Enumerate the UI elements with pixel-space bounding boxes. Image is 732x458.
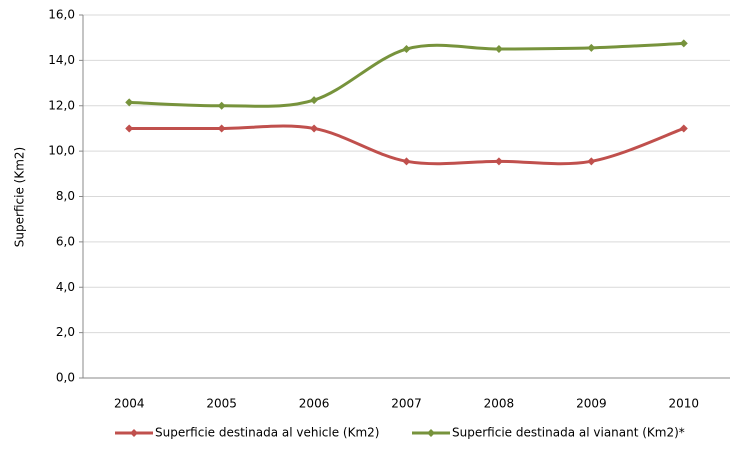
y-tick-label: 0,0 (56, 371, 75, 385)
point-marker (402, 157, 411, 166)
point-marker (679, 124, 688, 133)
point-marker (217, 124, 226, 133)
legend-marker (130, 429, 138, 437)
x-tick-label: 2007 (391, 397, 422, 411)
point-marker (402, 45, 411, 54)
y-axis-title: Superficie (Km2) (13, 147, 27, 247)
x-tick-label: 2005 (206, 397, 237, 411)
point-marker (310, 96, 319, 105)
y-tick-label: 12,0 (48, 98, 75, 112)
y-tick-label: 14,0 (48, 53, 75, 67)
point-marker (587, 43, 596, 52)
x-tick-label: 2006 (299, 397, 330, 411)
point-marker (217, 101, 226, 110)
x-tick-label: 2009 (576, 397, 607, 411)
y-tick-label: 6,0 (56, 234, 75, 248)
legend-label: Superficie destinada al vehicle (Km2) (155, 426, 380, 440)
point-marker (125, 124, 134, 133)
point-marker (587, 157, 596, 166)
y-tick-label: 10,0 (48, 144, 75, 158)
y-tick-label: 4,0 (56, 280, 75, 294)
legend-marker (427, 429, 435, 437)
y-tick-label: 16,0 (48, 8, 75, 22)
x-tick-label: 2004 (114, 397, 145, 411)
point-marker (494, 45, 503, 54)
x-tick-label: 2008 (484, 397, 515, 411)
y-tick-label: 2,0 (56, 325, 75, 339)
point-marker (310, 124, 319, 133)
y-tick-label: 8,0 (56, 189, 75, 203)
point-marker (679, 39, 688, 48)
x-tick-label: 2010 (669, 397, 700, 411)
legend-label: Superficie destinada al vianant (Km2)* (452, 426, 685, 440)
point-marker (125, 98, 134, 107)
point-marker (494, 157, 503, 166)
